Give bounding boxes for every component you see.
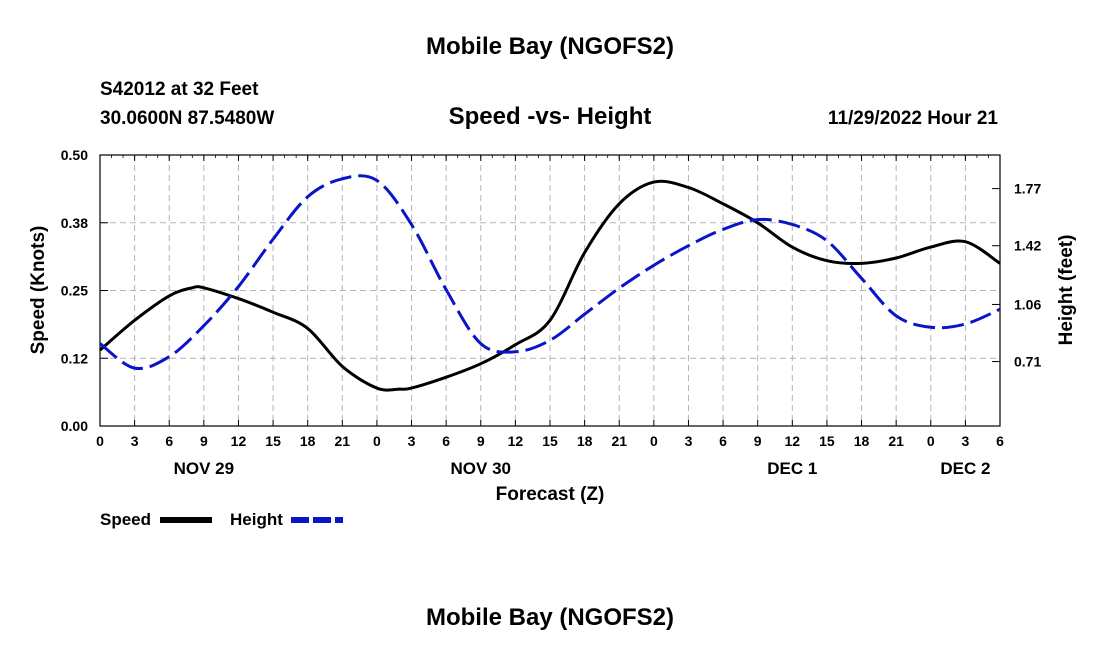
- x-tick-label: 3: [685, 433, 693, 449]
- x-day-label: NOV 29: [174, 459, 234, 478]
- x-tick-label: 0: [96, 433, 104, 449]
- x-tick-label: 12: [231, 433, 247, 449]
- x-tick-label: 12: [508, 433, 524, 449]
- x-tick-label: 15: [542, 433, 558, 449]
- x-axis-label: Forecast (Z): [496, 484, 605, 505]
- station-label: S42012 at 32 Feet: [100, 79, 259, 100]
- x-tick-label: 0: [650, 433, 658, 449]
- x-tick-label: 0: [373, 433, 381, 449]
- x-tick-label: 9: [754, 433, 762, 449]
- x-tick-label: 0: [927, 433, 935, 449]
- x-tick-label: 9: [200, 433, 208, 449]
- x-tick-label: 15: [265, 433, 281, 449]
- x-tick-label: 6: [165, 433, 173, 449]
- x-tick-label: 21: [335, 433, 351, 449]
- y-left-tick-label: 0.25: [61, 283, 88, 299]
- x-tick-label: 21: [888, 433, 904, 449]
- x-tick-label: 3: [408, 433, 416, 449]
- axes: 0 3 6 9 12 15 18 21 0 3 6 9 12 15 18 21 0 3 6 9 12 15 18 21 0 3 6N…: [61, 147, 1042, 478]
- x-tick-label: 21: [611, 433, 627, 449]
- x-tick-label: 12: [785, 433, 801, 449]
- y-right-tick-label: 1.42: [1014, 238, 1041, 254]
- y-right-tick-label: 0.71: [1014, 354, 1041, 370]
- y-axis-right-label: Height (feet): [1056, 235, 1077, 346]
- legend-height-label: Height: [230, 510, 283, 529]
- series-layer: [99, 174, 1001, 392]
- x-tick-label: 6: [996, 433, 1004, 449]
- y-left-tick-label: 0.38: [61, 215, 88, 231]
- x-tick-label: 18: [300, 433, 316, 449]
- x-tick-label: 6: [719, 433, 727, 449]
- chart-title: Mobile Bay (NGOFS2): [426, 33, 674, 60]
- x-day-label: DEC 1: [767, 459, 817, 478]
- y-right-tick-label: 1.77: [1014, 181, 1041, 197]
- y-right-tick-label: 1.06: [1014, 296, 1041, 312]
- y-left-tick-label: 0.00: [61, 418, 88, 434]
- x-tick-label: 15: [819, 433, 835, 449]
- grid: [100, 155, 1000, 426]
- y-left-tick-label: 0.12: [61, 350, 88, 366]
- x-tick-label: 6: [442, 433, 450, 449]
- footer-title: Mobile Bay (NGOFS2): [426, 604, 674, 631]
- location-label: 30.0600N 87.5480W: [100, 108, 274, 129]
- y-left-tick-label: 0.50: [61, 147, 88, 163]
- chart-subtitle: Speed -vs- Height: [449, 103, 652, 130]
- forecast-datetime: 11/29/2022 Hour 21: [828, 108, 998, 129]
- legend: Speed Height: [100, 510, 343, 529]
- x-tick-label: 9: [477, 433, 485, 449]
- x-tick-label: 3: [131, 433, 139, 449]
- series-line-speed: [99, 179, 1001, 392]
- x-tick-label: 3: [961, 433, 969, 449]
- x-day-label: DEC 2: [940, 459, 990, 478]
- x-tick-label: 18: [577, 433, 593, 449]
- legend-speed-label: Speed: [100, 510, 151, 529]
- y-axis-left-label: Speed (Knots): [28, 226, 49, 355]
- x-day-label: NOV 30: [451, 459, 511, 478]
- x-tick-label: 18: [854, 433, 870, 449]
